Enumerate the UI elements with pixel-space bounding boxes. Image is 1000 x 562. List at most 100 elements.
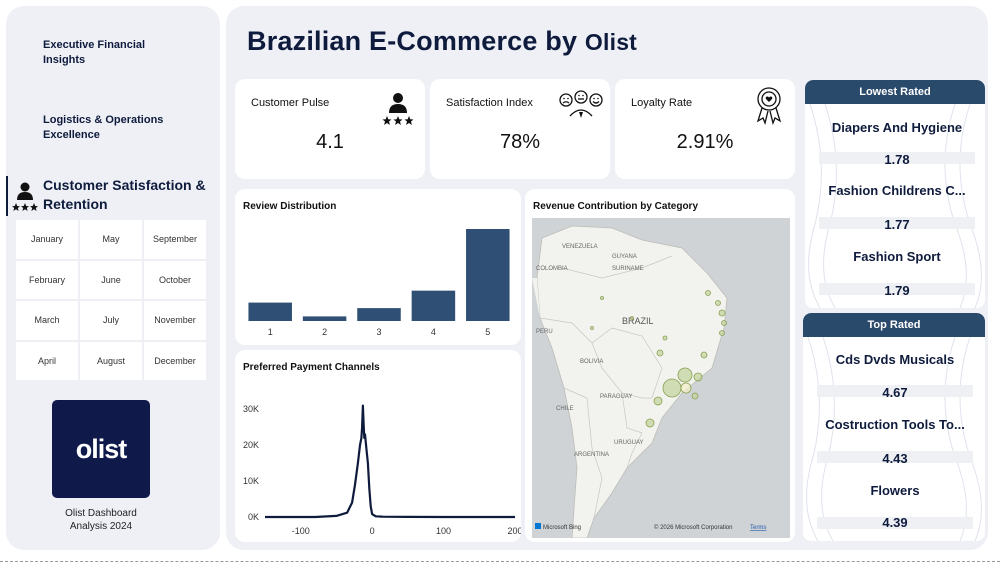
kpi-satisfaction-index: Satisfaction Index 78%	[430, 79, 610, 179]
review-x-tick: 2	[322, 327, 327, 337]
logo-caption-line2: Analysis 2024	[69, 521, 133, 532]
map-terms-link[interactable]: Terms	[750, 525, 766, 531]
map-bubble[interactable]	[693, 372, 703, 382]
lowest-rated-item-value: 1.79	[884, 283, 910, 298]
review-bar	[357, 308, 401, 321]
top-rated-item-value: 4.39	[882, 515, 908, 530]
payment-y-tick: 10K	[243, 476, 259, 486]
title-brand: Olist	[584, 29, 638, 55]
kpi-label: Customer Pulse	[251, 97, 330, 109]
month-january[interactable]: January	[16, 220, 78, 259]
payment-y-tick: 20K	[243, 440, 259, 450]
map-bubble[interactable]	[691, 392, 699, 400]
month-december[interactable]: December	[144, 341, 206, 380]
revenue-map[interactable]: VENEZUELA GUYANA SURINAME COLOMBIA BRAZI…	[532, 218, 790, 538]
map-label-paraguay: PARAGUAY	[600, 394, 632, 400]
map-label-guyana: GUYANA	[612, 254, 637, 260]
payment-x-tick: 200	[507, 526, 521, 536]
map-label-venezuela: VENEZUELA	[562, 244, 598, 250]
nav-active-label: Customer Satisfaction & Retention	[43, 177, 206, 212]
month-march[interactable]: March	[16, 301, 78, 340]
nav-logistics-operations[interactable]: Logistics & Operations Excellence	[43, 114, 164, 141]
kpi-value: 78%	[499, 131, 541, 153]
logo-caption: Olist Dashboard Analysis 2024	[36, 507, 166, 533]
payment-x-tick: 100	[436, 526, 451, 536]
map-bubble[interactable]	[677, 367, 693, 383]
month-september[interactable]: September	[144, 220, 206, 259]
month-june[interactable]: June	[80, 260, 142, 299]
review-bar	[248, 302, 292, 321]
map-bubble[interactable]	[662, 378, 682, 398]
lowest-rated-item-name: Fashion Sport	[853, 249, 941, 264]
top-rated-item-value: 4.43	[882, 451, 908, 466]
top-rated-item-strip	[817, 451, 973, 463]
month-november[interactable]: November	[144, 301, 206, 340]
map-bubble[interactable]	[680, 382, 692, 394]
map-bubble[interactable]	[630, 316, 634, 320]
kpi-label: Satisfaction Index	[446, 97, 533, 109]
map-bubble[interactable]	[719, 330, 725, 336]
lowest-rated-header: Lowest Rated	[805, 80, 985, 104]
map-bubble[interactable]	[715, 300, 721, 306]
customer-rating-icon	[382, 93, 414, 125]
map-bing-logo-text: Microsoft Bing	[543, 525, 581, 531]
decorative-waves	[806, 337, 982, 541]
map-label-bolivia: BOLIVIA	[580, 359, 603, 365]
top-rated-item-name: Costruction Tools To...	[825, 417, 965, 432]
map-label-brazil: BRAZIL	[622, 316, 654, 326]
month-may[interactable]: May	[80, 220, 142, 259]
active-indicator	[6, 176, 8, 216]
lowest-rated-item-strip	[819, 283, 975, 295]
kpi-customer-pulse: Customer Pulse 4.1	[235, 79, 425, 179]
map-label-suriname: SURINAME	[612, 266, 644, 272]
map-bubble[interactable]	[590, 326, 594, 330]
top-rated-item-name: Flowers	[870, 483, 920, 498]
map-bubble[interactable]	[653, 396, 663, 406]
top-rated-item-value: 4.67	[882, 385, 908, 400]
month-slicer: January May September February June Octo…	[16, 220, 206, 380]
top-rated-card: Top Rated Cds Dvds Musicals 4.67 Costruc…	[803, 313, 985, 541]
lowest-rated-item-name: Diapers And Hygiene	[831, 120, 963, 135]
review-distribution-chart: 1 2 3 4 5	[248, 229, 510, 337]
kpi-loyalty-rate: Loyalty Rate 2.91%	[615, 79, 795, 179]
payment-x-tick: 0	[370, 526, 375, 536]
month-february[interactable]: February	[16, 260, 78, 299]
revenue-map-card: Revenue Contribution by Category	[525, 189, 795, 542]
kpi-value: 2.91%	[676, 131, 734, 153]
satisfaction-faces-icon	[559, 90, 603, 118]
map-attribution: © 2026 Microsoft Corporation	[654, 524, 732, 531]
map-bubble[interactable]	[600, 296, 604, 300]
map-bubble[interactable]	[662, 335, 668, 341]
lowest-rated-item-value: 1.77	[884, 217, 910, 232]
month-july[interactable]: July	[80, 301, 142, 340]
title-main: Brazilian E-Commerce by	[247, 26, 578, 56]
kpi-value: 4.1	[316, 131, 344, 153]
map-bubble[interactable]	[705, 290, 711, 296]
map-bubble[interactable]	[721, 320, 727, 326]
month-august[interactable]: August	[80, 341, 142, 380]
payment-series-line	[265, 404, 515, 519]
lowest-rated-item-name: Fashion Childrens C...	[828, 183, 966, 198]
top-rated-item-strip	[817, 517, 973, 529]
lowest-rated-item-strip	[819, 217, 975, 229]
review-x-tick: 1	[268, 327, 273, 337]
review-x-tick: 5	[485, 327, 490, 337]
map-bubble[interactable]	[656, 349, 664, 357]
payment-y-tick: 30K	[243, 404, 259, 414]
map-bubble[interactable]	[645, 418, 655, 428]
payment-channels-title: Preferred Payment Channels	[243, 362, 380, 373]
month-april[interactable]: April	[16, 341, 78, 380]
map-label-chile: CHILE	[556, 406, 574, 412]
lowest-rated-item-strip	[819, 152, 975, 164]
kpi-label: Loyalty Rate	[631, 97, 693, 109]
lowest-rated-item-value: 1.78	[884, 152, 910, 167]
map-bubble[interactable]	[700, 351, 708, 359]
olist-logo: olist	[52, 400, 150, 498]
page-title: Brazilian E-Commerce by Olist	[247, 26, 637, 57]
nav-customer-satisfaction[interactable]: Customer Satisfaction & Retention	[6, 172, 220, 220]
month-october[interactable]: October	[144, 260, 206, 299]
revenue-map-title: Revenue Contribution by Category	[533, 201, 699, 212]
nav-executive-financial[interactable]: Executive Financial Insights	[43, 39, 146, 66]
map-bubble[interactable]	[718, 309, 726, 317]
